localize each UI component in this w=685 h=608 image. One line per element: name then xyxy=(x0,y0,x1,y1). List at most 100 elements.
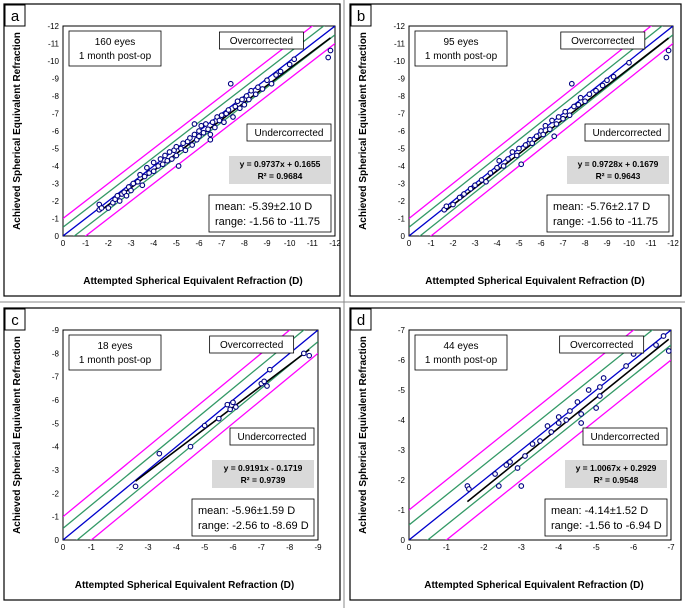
overcorrected-label: Overcorrected xyxy=(230,36,293,47)
x-tick-label: -1 xyxy=(443,543,451,552)
data-point xyxy=(159,161,166,168)
x-tick-label: -9 xyxy=(603,239,611,248)
data-point xyxy=(597,384,603,390)
panel-c: 0 -1 -2 -3 -4 -5 -6 -7 -8 -9 0 -1 -2 -3 -4 -5 -6 -7 -8 -9 At… xyxy=(3,307,341,601)
eyes-box xyxy=(414,30,508,67)
data-point xyxy=(277,68,284,75)
y-tick-label: -5 xyxy=(398,145,406,154)
data-point xyxy=(663,54,670,61)
data-point xyxy=(98,205,105,211)
data-point xyxy=(518,483,525,489)
x-axis-label: Attempted Spherical Equivalent Refractio… xyxy=(424,580,643,591)
x-tick-label: -4 xyxy=(173,543,181,552)
data-point xyxy=(599,82,606,89)
data-point xyxy=(553,121,560,127)
data-point xyxy=(503,462,510,468)
undercorrected-label: Undercorrected xyxy=(593,128,662,139)
x-tick-label: -10 xyxy=(623,239,635,248)
minus-1d-line xyxy=(84,42,335,236)
data-point xyxy=(146,170,152,176)
minus-1d-line xyxy=(90,352,318,540)
identity-line xyxy=(63,330,318,540)
data-point xyxy=(500,163,507,169)
x-tick-label: -9 xyxy=(314,543,322,552)
data-point xyxy=(132,483,139,490)
overcorrected-label: Overcorrected xyxy=(571,36,634,47)
data-point xyxy=(597,393,603,399)
data-point xyxy=(144,164,150,171)
mean-stat: mean: -5.76±2.17 D xyxy=(553,201,650,213)
x-tick-label: -2 xyxy=(449,239,457,248)
y-axis-label: Achieved Spherical Equivalent Refraction xyxy=(358,336,369,534)
y-tick-label: -2 xyxy=(398,476,406,485)
x-tick-label: -3 xyxy=(144,543,152,552)
data-point xyxy=(494,164,500,171)
data-point xyxy=(215,415,222,422)
undercorrected-label: Undercorrected xyxy=(591,432,660,443)
minus-1d-line xyxy=(445,359,671,540)
data-point xyxy=(665,47,672,54)
y-tick-label: -10 xyxy=(393,57,405,66)
data-point xyxy=(578,411,585,417)
stats-box xyxy=(208,194,332,233)
r-squared: R² = 0.9739 xyxy=(241,475,286,485)
data-point xyxy=(227,406,234,413)
data-point xyxy=(252,91,259,98)
data-point xyxy=(540,131,547,138)
data-point xyxy=(164,157,171,164)
panel-letter: d xyxy=(357,312,365,329)
x-tick-label: 0 xyxy=(407,239,412,248)
eyes-box xyxy=(68,334,162,371)
data-point xyxy=(230,399,236,406)
x-tick-label: -2 xyxy=(480,543,488,552)
panel-letter-box xyxy=(4,308,26,331)
y-tick-label: -4 xyxy=(398,162,406,171)
x-tick-label: -11 xyxy=(646,239,658,248)
followup-label: 1 month post-op xyxy=(79,51,152,62)
data-point xyxy=(306,352,313,359)
eyes-box xyxy=(68,30,162,67)
y-tick-label: 0 xyxy=(401,232,406,241)
data-point xyxy=(212,124,218,131)
overcorrected-box xyxy=(209,335,295,354)
data-point xyxy=(516,145,522,152)
data-point xyxy=(544,423,551,429)
panel-letter-box xyxy=(350,4,372,27)
x-tick-label: -3 xyxy=(127,239,135,248)
y-tick-label: -9 xyxy=(52,75,60,84)
data-point xyxy=(593,405,599,411)
y-tick-label: 0 xyxy=(55,536,60,545)
data-point xyxy=(555,420,562,426)
data-point xyxy=(155,163,162,169)
data-point xyxy=(537,438,543,444)
data-point xyxy=(505,156,511,162)
data-point xyxy=(234,98,241,105)
x-tick-label: -5 xyxy=(201,543,209,552)
y-tick-label: -6 xyxy=(52,396,60,405)
data-point xyxy=(325,54,332,61)
regression-equation: y = 0.9191x - 0.1719 xyxy=(224,463,303,473)
eyes-count: 44 eyes xyxy=(443,341,478,352)
y-tick-label: -7 xyxy=(52,110,60,119)
undercorrected-box xyxy=(584,123,670,142)
y-tick-label: -3 xyxy=(52,180,60,189)
range-stat: range: -2.56 to -8.69 D xyxy=(198,520,309,532)
x-tick-label: -5 xyxy=(173,239,181,248)
data-point xyxy=(562,108,569,115)
data-point xyxy=(128,187,134,194)
data-point xyxy=(467,185,474,192)
data-point xyxy=(549,117,555,124)
data-point xyxy=(529,140,536,147)
data-point xyxy=(578,420,585,426)
y-tick-label: -9 xyxy=(398,75,406,84)
y-tick-label: -8 xyxy=(398,92,406,101)
y-tick-label: -6 xyxy=(398,356,406,365)
x-tick-label: -5 xyxy=(515,239,523,248)
data-point xyxy=(187,135,193,141)
data-point xyxy=(216,117,223,124)
data-point xyxy=(150,168,157,175)
data-point xyxy=(227,80,234,87)
data-point xyxy=(141,173,148,180)
overcorrected-box xyxy=(218,31,304,50)
plus-1d-line xyxy=(409,330,635,511)
